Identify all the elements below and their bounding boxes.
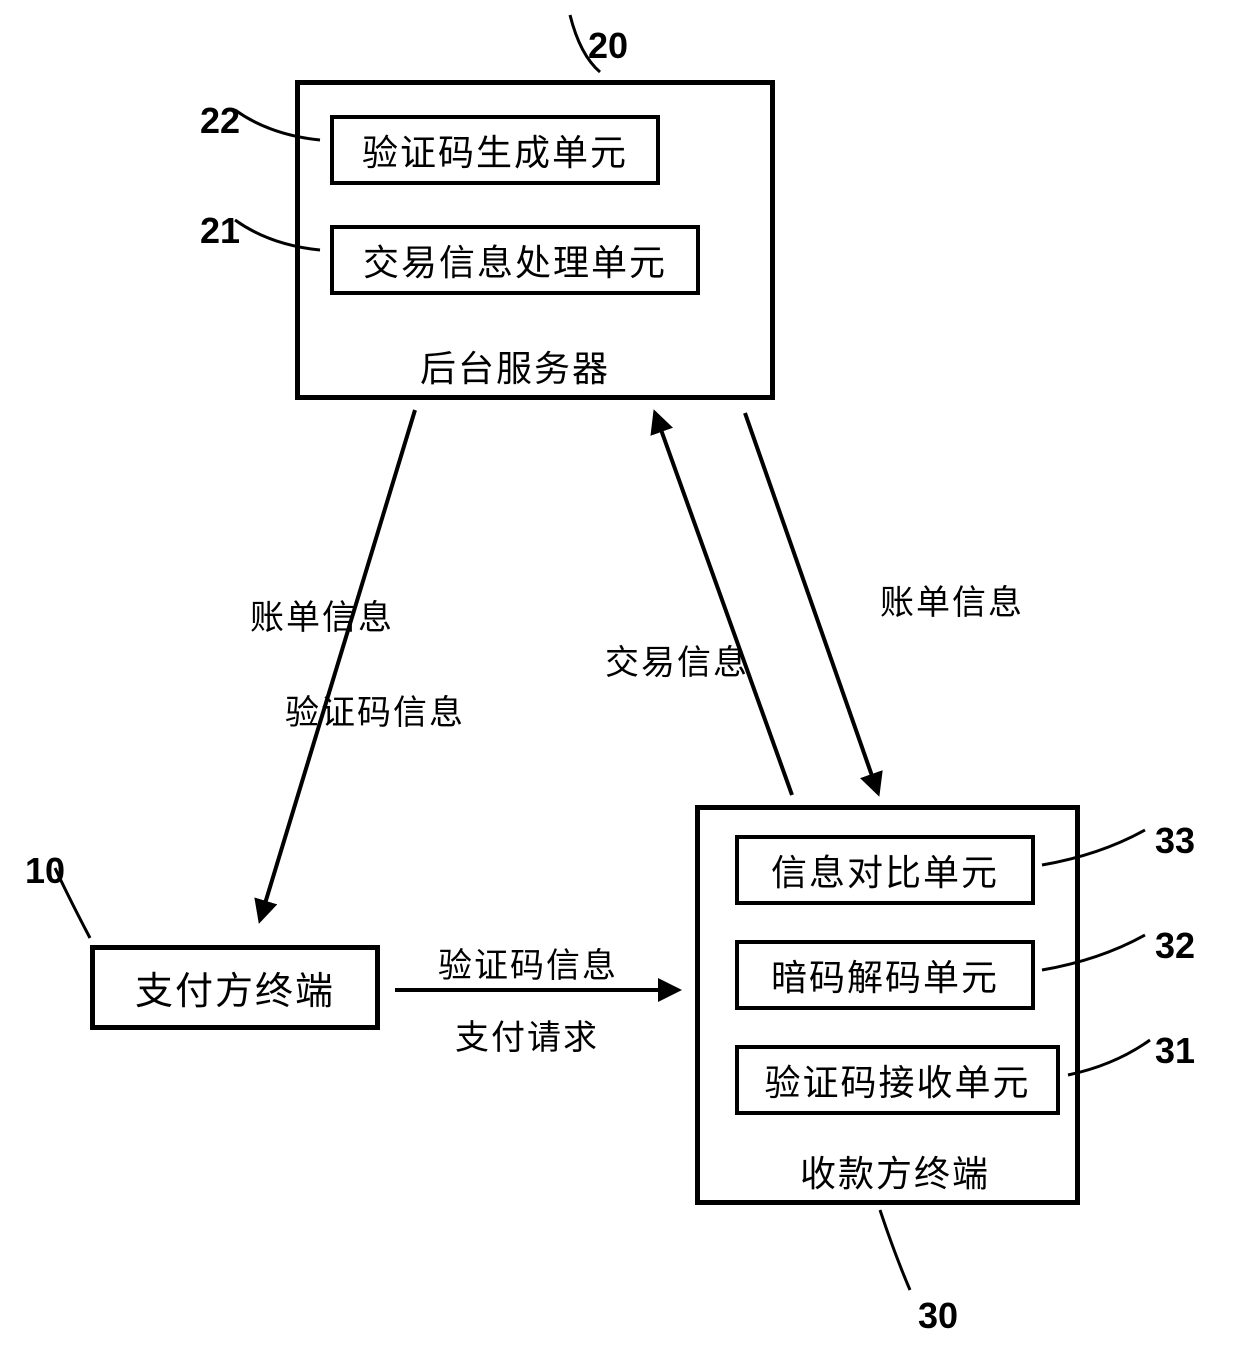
edge-label-payer-payee-1: 验证码信息 bbox=[438, 938, 618, 987]
edge-label-payee-server-up: 交易信息 bbox=[605, 635, 749, 684]
ref-31: 31 bbox=[1155, 1030, 1195, 1072]
leader-30 bbox=[880, 1210, 910, 1290]
ref-32: 32 bbox=[1155, 925, 1195, 967]
leader-33 bbox=[1042, 830, 1145, 865]
edge-payee-to-server bbox=[655, 413, 792, 795]
ref-22: 22 bbox=[200, 100, 240, 142]
edge-server-to-payer bbox=[260, 410, 415, 920]
edge-label-server-payer-1: 账单信息 bbox=[250, 590, 394, 639]
leader-31 bbox=[1068, 1040, 1150, 1075]
leader-22 bbox=[235, 110, 320, 140]
ref-20: 20 bbox=[588, 25, 628, 67]
diagram-stage: 验证码生成单元 交易信息处理单元 后台服务器 支付方终端 信息对比单元 暗码解码… bbox=[0, 0, 1240, 1363]
ref-21: 21 bbox=[200, 210, 240, 252]
edge-label-server-payer-2: 验证码信息 bbox=[285, 685, 465, 734]
ref-30: 30 bbox=[918, 1295, 958, 1337]
edge-label-payer-payee-2: 支付请求 bbox=[455, 1010, 599, 1059]
edge-label-server-payee-down: 账单信息 bbox=[880, 575, 1024, 624]
leader-32 bbox=[1042, 935, 1145, 970]
edge-server-to-payee bbox=[745, 413, 878, 793]
ref-33: 33 bbox=[1155, 820, 1195, 862]
leader-21 bbox=[235, 220, 320, 250]
ref-10: 10 bbox=[25, 850, 65, 892]
